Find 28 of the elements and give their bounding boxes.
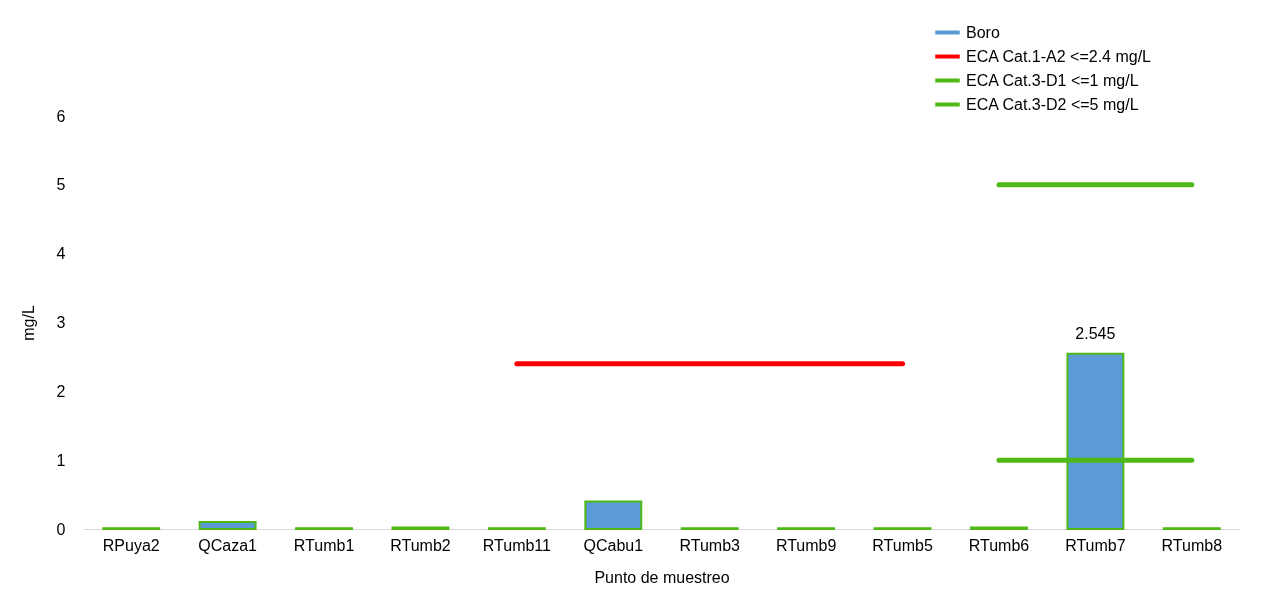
x-tick-label: RTumb3 <box>679 536 741 554</box>
y-tick-label: 2 <box>56 382 66 400</box>
legend-label: ECA Cat.3-D1 <=1 mg/L <box>966 71 1139 89</box>
x-tick-label: RTumb11 <box>482 536 552 554</box>
legend-label: ECA Cat.3-D2 <=5 mg/L <box>966 95 1139 113</box>
y-tick-label: 0 <box>56 520 66 538</box>
y-axis-title: mg/L <box>19 305 37 341</box>
x-tick-label: QCaza1 <box>198 536 258 554</box>
x-tick-label: RTumb7 <box>1065 536 1126 554</box>
x-tick-label: RTumb5 <box>872 536 933 554</box>
legend-label: ECA Cat.1-A2 <=2.4 mg/L <box>966 47 1152 65</box>
data-label: 2.545 <box>1075 324 1116 342</box>
x-tick-label: RTumb9 <box>775 536 837 554</box>
legend-label: Boro <box>966 23 1000 41</box>
y-tick-label: 6 <box>56 107 66 125</box>
x-tick-label: RTumb6 <box>968 536 1030 554</box>
x-axis-title: Punto de muestreo <box>594 568 730 586</box>
y-tick-label: 5 <box>56 176 66 194</box>
y-tick-label: 1 <box>56 451 66 469</box>
bar <box>198 521 257 530</box>
y-tick-label: 4 <box>56 245 66 263</box>
x-tick-label: RTumb8 <box>1161 536 1223 554</box>
x-tick-label: QCabu1 <box>583 536 644 554</box>
x-tick-label: RTumb1 <box>293 536 355 554</box>
y-tick-label: 3 <box>56 314 66 331</box>
x-tick-label: RPuya2 <box>102 536 160 554</box>
x-tick-label: RTumb2 <box>390 536 451 554</box>
bar <box>584 500 643 530</box>
